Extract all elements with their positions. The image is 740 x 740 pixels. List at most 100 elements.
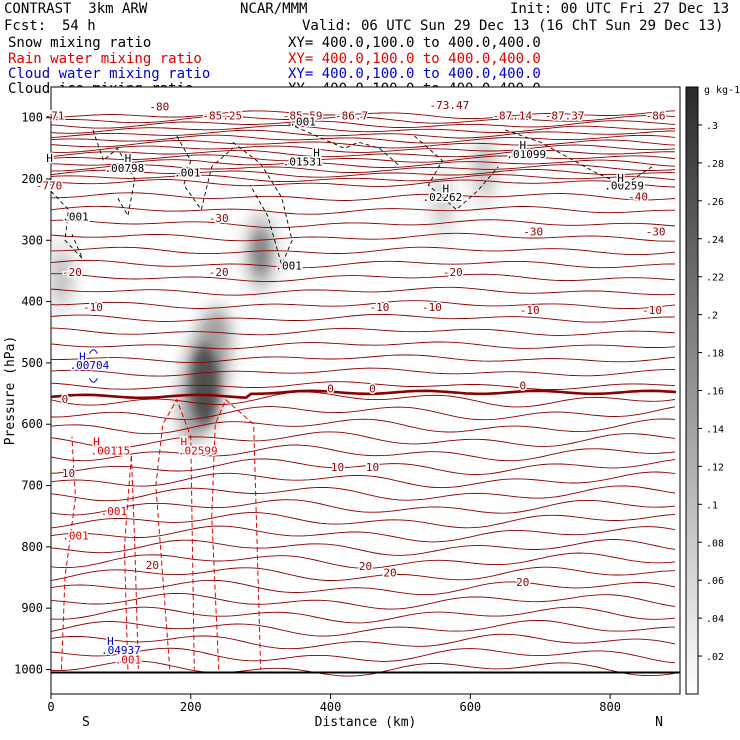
cloud-ice-high-marker: H <box>519 139 526 152</box>
cloud-water-label: .04937 <box>101 644 141 657</box>
org-label: NCAR/MMM <box>240 1 308 17</box>
rain-contour <box>155 398 195 670</box>
colorbar-tick-label: .12 <box>706 462 724 473</box>
freezing-level-line <box>51 389 677 400</box>
isotherm-line <box>51 219 676 229</box>
isotherm-line <box>51 246 676 256</box>
temperature-contours <box>51 110 680 677</box>
colorbar-tick-label: .16 <box>706 387 724 398</box>
isotherm-label: -20 <box>443 266 463 279</box>
isotherm-line <box>51 300 676 310</box>
contour-labels: -80 -73.47 -85.25 -85.59 -86.7 -87.14 -87.37 -8… <box>34 98 667 668</box>
isotherm-label: -770 <box>36 179 63 192</box>
snow-shading-layer <box>51 129 501 444</box>
snow-core <box>433 181 452 226</box>
y-tick-label: 600 <box>21 417 43 431</box>
isotherm-line <box>51 144 676 153</box>
isotherm-label: -30 <box>523 225 543 238</box>
isotherm-line <box>51 174 676 183</box>
isotherm-line <box>51 606 676 624</box>
y-tick-label: 400 <box>21 295 43 309</box>
isotherm-line <box>51 110 676 120</box>
colorbar-tick-label: .02 <box>706 652 724 663</box>
isotherm-line <box>51 381 676 391</box>
x-tick-label: 600 <box>459 700 481 714</box>
legend-rain-label: Rain water mixing ratio <box>8 51 202 67</box>
rain-contour <box>123 454 139 670</box>
isotherm-line <box>51 485 676 502</box>
cloud-ice-label: .001 <box>174 167 201 180</box>
x-end-label-south: S <box>82 715 90 730</box>
isotherm-label: -10 <box>520 304 540 317</box>
cloud-ice-label: .001 <box>62 211 89 224</box>
isotherm-line <box>51 566 676 581</box>
isotherm-line <box>51 259 675 269</box>
isotherm-line <box>51 354 676 364</box>
cloud-ice-high-marker: H <box>46 152 53 165</box>
cloud-ice-label: .00798 <box>105 162 145 175</box>
cloud-ice-label: .01531 <box>283 155 323 168</box>
cloud-water-label: H <box>79 350 86 363</box>
colorbar-tick-label: .1 <box>706 500 718 511</box>
colorbar-tick-label: .26 <box>706 197 724 208</box>
isotherm-line <box>51 273 676 283</box>
cloud-ice-high-marker: H <box>617 172 624 185</box>
plot-area: -80 -73.47 -85.25 -85.59 -86.7 -87.14 -87.37 -8… <box>34 86 681 695</box>
y-tick-label: 500 <box>21 356 43 370</box>
cloud-water-contours <box>88 349 98 383</box>
cloud-ice-contour <box>51 190 83 259</box>
colorbar-tick-label: .06 <box>706 576 724 587</box>
isotherm-label: -80 <box>149 100 169 113</box>
snow-core <box>251 230 270 275</box>
init-time: Init: 00 UTC Fri 27 Dec 13 <box>510 1 730 17</box>
isotherm-line <box>51 129 676 139</box>
isotherm-label: -86.7 <box>335 109 368 122</box>
y-tick-label: 1000 <box>14 662 43 676</box>
legend-snow-label: Snow mixing ratio <box>8 35 152 51</box>
isotherm-line <box>51 232 675 242</box>
isotherm-label: -85.25 <box>202 109 242 122</box>
rain-contour <box>60 436 76 670</box>
rain-label: .02599 <box>178 444 218 457</box>
isotherm-line <box>51 512 676 529</box>
isotherm-line <box>51 286 676 296</box>
isotherm-label: -10 <box>422 301 442 314</box>
isotherm-line <box>51 391 676 408</box>
cloud-ice-high-marker: H <box>313 146 320 159</box>
y-tick-label: 100 <box>21 111 43 125</box>
forecast-hour: 54 h <box>62 18 96 34</box>
valid-time: Valid: 06 UTC Sun 29 Dec 13 (16 ChT Sun … <box>302 18 724 34</box>
isotherm-label: 10 <box>331 461 344 474</box>
isotherm-label: -10 <box>370 301 390 314</box>
cloud-ice-high-marker: H <box>125 152 132 165</box>
isotherm-label: 20 <box>383 566 396 579</box>
isotherm-line <box>51 552 676 569</box>
isotherm-line <box>51 179 676 188</box>
isotherm-label: -10 <box>83 301 103 314</box>
isotherm-label: 20 <box>146 559 159 572</box>
colorbar-tick-label: .14 <box>706 424 724 435</box>
isotherm-line <box>51 120 676 129</box>
cloud-water-contour <box>88 349 98 354</box>
isotherm-label: -20 <box>209 266 229 279</box>
y-tick-label: 200 <box>21 172 43 186</box>
colorbar-units: g kg-1 <box>704 85 740 96</box>
legend-snow-xy: XY= 400.0,100.0 to 400.0,400.0 <box>288 35 541 51</box>
isotherm-line <box>51 418 676 435</box>
colorbar-tick-label: .2 <box>706 311 718 322</box>
isotherm-label: -30 <box>646 225 666 238</box>
isotherm-label: -10 <box>642 304 662 317</box>
legend-cloud-water-xy: XY= 400.0,100.0 to 400.0,400.0 <box>288 66 541 82</box>
rain-label: H <box>93 436 100 449</box>
rain-contours <box>60 398 262 670</box>
isotherm-line <box>51 313 676 323</box>
isotherm-label: -71 <box>45 109 65 122</box>
cloud-ice-label: .001 <box>275 260 302 273</box>
model-title: CONTRAST 3km ARW <box>4 1 148 17</box>
forecast-label: Fcst: <box>4 18 47 34</box>
y-tick-label: 300 <box>21 233 43 247</box>
colorbar-tick-label: .3 <box>706 121 718 132</box>
isotherm-label: 0 <box>62 393 69 406</box>
isotherm-line <box>51 367 675 377</box>
